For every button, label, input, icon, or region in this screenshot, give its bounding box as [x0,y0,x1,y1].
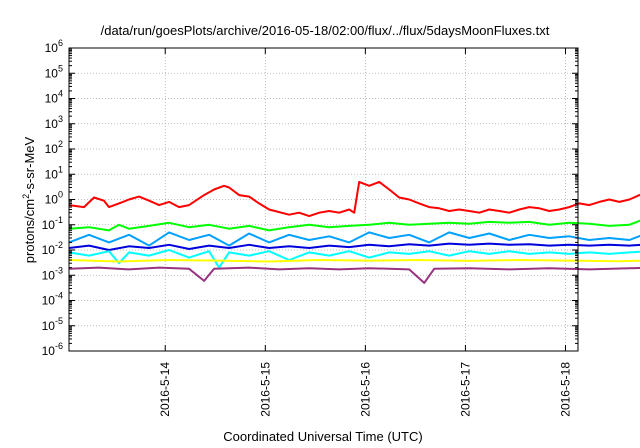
y-axis-label: protons/cm2-s-sr-MeV [21,136,37,263]
x-tick-labels: 2016-5-14 2016-5-15 2016-5-16 2016-5-17 2016… [158,362,572,417]
y-tick-label: 10-4 [42,291,63,308]
y-tick-label: 10-6 [42,341,63,358]
y-tick-label: 105 [45,63,63,80]
y-tick-label: 103 [45,114,63,131]
x-tick-label: 2016-5-16 [358,362,372,417]
y-tick-label: 10-5 [42,316,63,333]
y-tick-labels: 10-6 10-5 10-4 10-3 10-2 10-1 100 101 102 103 104 1… [42,38,63,358]
x-tick-label: 2016-5-15 [258,362,272,417]
y-tick-label: 101 [45,164,63,181]
x-tick-label: 2016-5-17 [458,362,472,417]
x-axis-label: Coordinated Universal Time (UTC) [223,429,422,444]
series-layer [68,180,640,284]
x-tick-label: 2016-5-14 [158,362,172,417]
series-line-1 [68,219,640,232]
y-tick-label: 10-3 [42,265,63,282]
series-line-3 [68,242,640,251]
chart-title: /data/run/goesPlots/archive/2016-05-18/0… [101,23,550,38]
y-tick-label: 102 [45,139,63,156]
axis-ticks [69,47,578,352]
series-line-2 [68,231,640,247]
y-tick-label: 100 [45,190,63,207]
series-line-4 [68,249,640,269]
series-line-6 [68,266,640,284]
y-axis-label-sup: 2 [21,194,31,199]
grid [69,48,578,351]
y-tick-label: 106 [45,38,63,55]
x-tick-label: 2016-5-18 [558,362,572,417]
series-line-0 [68,180,640,218]
y-tick-label: 10-1 [42,215,63,232]
y-axis-label-rest: -s-sr-MeV [22,136,37,193]
y-tick-label: 10-2 [42,240,63,257]
y-tick-label: 104 [45,89,63,106]
series-line-5 [68,259,640,263]
y-axis-label-main: protons/cm [22,199,37,263]
